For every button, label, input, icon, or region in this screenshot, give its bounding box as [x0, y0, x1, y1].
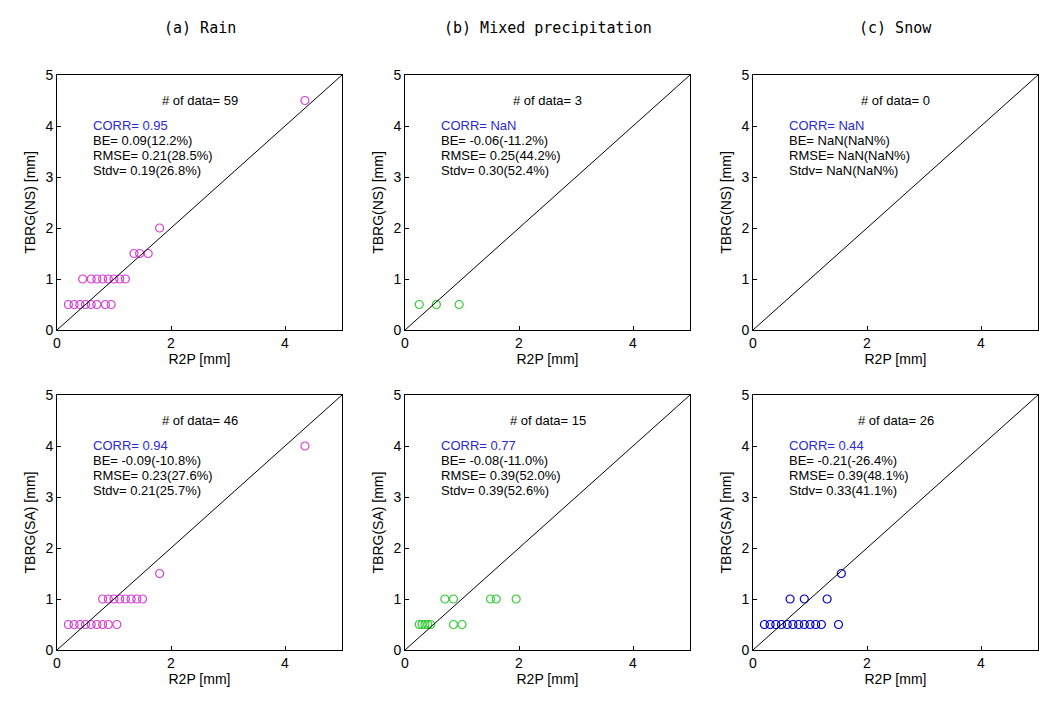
svg-text:4: 4 — [629, 655, 637, 671]
svg-text:0: 0 — [53, 655, 61, 671]
svg-text:CORR= 0.94: CORR= 0.94 — [93, 438, 168, 453]
svg-text:R2P [mm]: R2P [mm] — [865, 351, 927, 367]
svg-text:3: 3 — [393, 169, 401, 185]
svg-text:(c) Snow: (c) Snow — [859, 19, 932, 37]
svg-text:BE= 0.09(12.2%): BE= 0.09(12.2%) — [93, 133, 192, 148]
svg-text:5: 5 — [393, 387, 401, 403]
svg-text:R2P [mm]: R2P [mm] — [865, 671, 927, 687]
svg-text:4: 4 — [393, 118, 401, 134]
svg-text:0: 0 — [749, 655, 757, 671]
svg-text:2: 2 — [45, 540, 53, 556]
svg-text:2: 2 — [515, 335, 523, 351]
svg-text:3: 3 — [741, 169, 749, 185]
svg-text:# of data= 3: # of data= 3 — [513, 93, 582, 108]
svg-text:0: 0 — [401, 335, 409, 351]
svg-text:1: 1 — [393, 591, 401, 607]
svg-text:Stdv= 0.33(41.1%): Stdv= 0.33(41.1%) — [789, 483, 897, 498]
svg-text:2: 2 — [741, 540, 749, 556]
svg-text:3: 3 — [741, 489, 749, 505]
svg-text:0: 0 — [741, 642, 749, 658]
svg-text:1: 1 — [741, 591, 749, 607]
svg-text:Stdv= 0.21(25.7%): Stdv= 0.21(25.7%) — [93, 483, 201, 498]
svg-text:RMSE= NaN(NaN%): RMSE= NaN(NaN%) — [789, 148, 910, 163]
svg-text:TBRG(SA) [mm]: TBRG(SA) [mm] — [370, 472, 386, 574]
svg-text:4: 4 — [45, 118, 53, 134]
svg-text:R2P [mm]: R2P [mm] — [517, 351, 579, 367]
svg-text:4: 4 — [977, 655, 985, 671]
svg-text:3: 3 — [393, 489, 401, 505]
svg-text:# of data= 26: # of data= 26 — [858, 413, 934, 428]
svg-text:BE= -0.21(-26.4%): BE= -0.21(-26.4%) — [789, 453, 897, 468]
svg-text:4: 4 — [741, 438, 749, 454]
svg-text:Stdv= 0.30(52.4%): Stdv= 0.30(52.4%) — [441, 163, 549, 178]
svg-text:CORR= 0.95: CORR= 0.95 — [93, 118, 168, 133]
svg-text:(a) Rain: (a) Rain — [164, 19, 236, 37]
svg-text:# of data= 59: # of data= 59 — [162, 93, 238, 108]
svg-text:2: 2 — [393, 540, 401, 556]
svg-text:TBRG(NS) [mm]: TBRG(NS) [mm] — [370, 151, 386, 254]
svg-text:2: 2 — [863, 655, 871, 671]
svg-text:CORR= 0.77: CORR= 0.77 — [441, 438, 516, 453]
svg-text:(b) Mixed precipitation: (b) Mixed precipitation — [444, 19, 652, 37]
svg-text:Stdv= 0.39(52.6%): Stdv= 0.39(52.6%) — [441, 483, 549, 498]
svg-text:TBRG(SA) [mm]: TBRG(SA) [mm] — [22, 472, 38, 574]
svg-text:0: 0 — [393, 322, 401, 338]
svg-text:TBRG(NS) [mm]: TBRG(NS) [mm] — [718, 151, 734, 254]
svg-text:4: 4 — [629, 335, 637, 351]
svg-text:2: 2 — [393, 220, 401, 236]
svg-text:5: 5 — [45, 387, 53, 403]
svg-text:1: 1 — [45, 591, 53, 607]
svg-text:R2P [mm]: R2P [mm] — [517, 671, 579, 687]
svg-text:BE= NaN(NaN%): BE= NaN(NaN%) — [789, 133, 890, 148]
svg-text:2: 2 — [515, 655, 523, 671]
svg-text:TBRG(NS) [mm]: TBRG(NS) [mm] — [22, 151, 38, 254]
svg-text:# of data= 46: # of data= 46 — [162, 413, 238, 428]
svg-text:0: 0 — [741, 322, 749, 338]
svg-text:# of data= 0: # of data= 0 — [861, 93, 930, 108]
svg-text:4: 4 — [45, 438, 53, 454]
svg-text:0: 0 — [45, 642, 53, 658]
svg-text:R2P [mm]: R2P [mm] — [169, 671, 231, 687]
svg-text:0: 0 — [53, 335, 61, 351]
svg-text:BE= -0.06(-11.2%): BE= -0.06(-11.2%) — [441, 133, 548, 148]
svg-text:0: 0 — [401, 655, 409, 671]
svg-text:1: 1 — [741, 271, 749, 287]
svg-text:RMSE= 0.23(27.6%): RMSE= 0.23(27.6%) — [93, 468, 213, 483]
svg-text:3: 3 — [45, 169, 53, 185]
svg-text:BE= -0.08(-11.0%): BE= -0.08(-11.0%) — [441, 453, 548, 468]
svg-text:# of data= 15: # of data= 15 — [510, 413, 586, 428]
svg-text:1: 1 — [45, 271, 53, 287]
svg-text:RMSE= 0.39(48.1%): RMSE= 0.39(48.1%) — [789, 468, 909, 483]
svg-text:4: 4 — [281, 655, 289, 671]
svg-text:5: 5 — [741, 67, 749, 83]
svg-text:4: 4 — [977, 335, 985, 351]
svg-text:RMSE= 0.25(44.2%): RMSE= 0.25(44.2%) — [441, 148, 561, 163]
svg-text:2: 2 — [741, 220, 749, 236]
svg-text:RMSE= 0.39(52.0%): RMSE= 0.39(52.0%) — [441, 468, 561, 483]
svg-text:CORR= 0.44: CORR= 0.44 — [789, 438, 864, 453]
svg-text:3: 3 — [45, 489, 53, 505]
svg-text:BE= -0.09(-10.8%): BE= -0.09(-10.8%) — [93, 453, 201, 468]
svg-text:CORR= NaN: CORR= NaN — [441, 118, 517, 133]
svg-text:R2P [mm]: R2P [mm] — [169, 351, 231, 367]
svg-text:2: 2 — [863, 335, 871, 351]
svg-text:5: 5 — [393, 67, 401, 83]
svg-text:Stdv= NaN(NaN%): Stdv= NaN(NaN%) — [789, 163, 898, 178]
svg-text:0: 0 — [393, 642, 401, 658]
svg-text:2: 2 — [45, 220, 53, 236]
svg-text:2: 2 — [167, 335, 175, 351]
svg-text:Stdv= 0.19(26.8%): Stdv= 0.19(26.8%) — [93, 163, 201, 178]
svg-text:2: 2 — [167, 655, 175, 671]
svg-text:4: 4 — [281, 335, 289, 351]
svg-text:4: 4 — [393, 438, 401, 454]
svg-text:RMSE= 0.21(28.5%): RMSE= 0.21(28.5%) — [93, 148, 213, 163]
svg-text:0: 0 — [45, 322, 53, 338]
svg-text:0: 0 — [749, 335, 757, 351]
svg-text:5: 5 — [45, 67, 53, 83]
svg-text:TBRG(SA) [mm]: TBRG(SA) [mm] — [718, 472, 734, 574]
svg-text:1: 1 — [393, 271, 401, 287]
svg-text:CORR= NaN: CORR= NaN — [789, 118, 865, 133]
svg-text:4: 4 — [741, 118, 749, 134]
svg-text:5: 5 — [741, 387, 749, 403]
